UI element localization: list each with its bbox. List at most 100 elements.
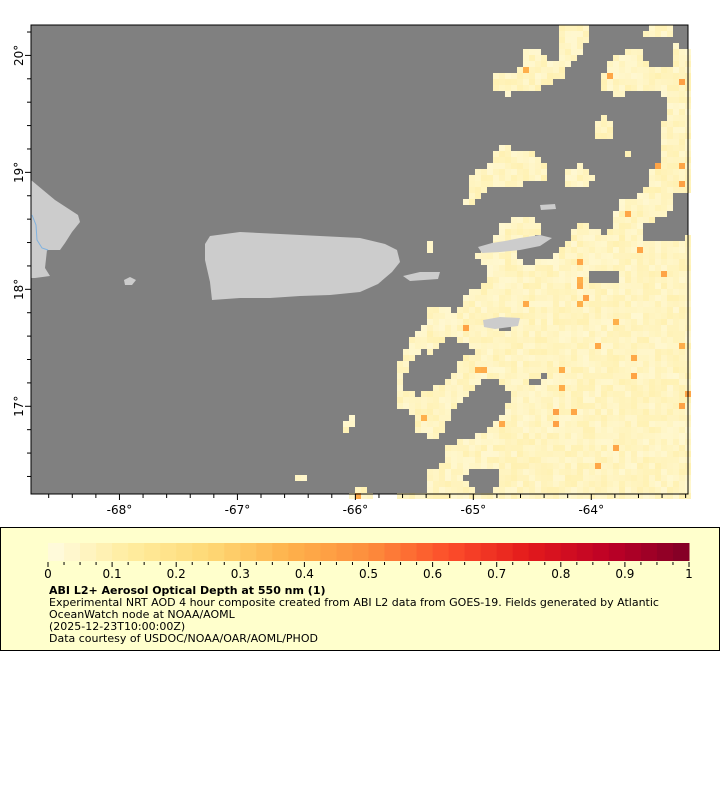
aod-cell [583,367,589,373]
aod-cell [571,487,577,493]
aod-cell [553,265,559,271]
aod-cell [667,277,673,283]
aod-cell [637,481,643,487]
x-tick-label: -65° [461,503,487,517]
aod-cell [463,313,469,319]
aod-cell [427,313,433,319]
aod-cell [517,433,523,439]
aod-cell [415,493,421,499]
aod-cell [649,421,655,427]
aod-cell [595,487,601,493]
aod-cell [643,307,649,313]
aod-cell [535,319,541,325]
aod-cell [607,241,613,247]
aod-cell [679,331,685,337]
aod-cell [541,79,547,85]
aod-cell [493,271,499,277]
aod-cell [661,457,667,463]
aod-cell [625,259,631,265]
aod-cell [637,349,643,355]
aod-cell [481,337,487,343]
aod-cell [529,67,535,73]
aod-cell [673,487,679,493]
aod-cell [643,349,649,355]
aod-cell [529,319,535,325]
aod-cell [415,397,421,403]
aod-cell [451,325,457,331]
aod-cell [445,481,451,487]
aod-cell [655,277,661,283]
aod-cell [571,337,577,343]
aod-cell [625,469,631,475]
aod-cell [439,469,445,475]
aod-cell [517,301,523,307]
aod-cell [523,463,529,469]
aod-cell [577,253,583,259]
aod-cell [511,259,517,265]
aod-cell [667,403,673,409]
aod-cell [661,79,667,85]
aod-cell [469,487,475,493]
aod-cell [583,373,589,379]
aod-cell [427,427,433,433]
aod-cell [619,229,625,235]
aod-cell [667,175,673,181]
aod-cell [523,229,529,235]
aod-cell [625,385,631,391]
aod-cell [427,319,433,325]
aod-cell [625,439,631,445]
aod-cell [625,337,631,343]
aod-cell [553,493,559,499]
aod-cell [445,475,451,481]
aod-cell [607,79,613,85]
aod-cell [469,319,475,325]
aod-cell [541,277,547,283]
aod-cell [463,385,469,391]
aod-cell [583,223,589,229]
aod-cell [445,493,451,499]
aod-cell [673,463,679,469]
aod-cell [517,307,523,313]
aod-cell [601,301,607,307]
aod-cell [475,175,481,181]
aod-cell [517,163,523,169]
aod-cell [649,469,655,475]
aod-cell [553,487,559,493]
aod-cell [511,253,517,259]
aod-cell [493,331,499,337]
aod-cell [517,457,523,463]
aod-cell [643,61,649,67]
aod-cell [589,463,595,469]
aod-cell [511,313,517,319]
aod-cell [601,445,607,451]
aod-cell [583,343,589,349]
aod-cell [601,463,607,469]
aod-cell [487,313,493,319]
aod-cell [613,73,619,79]
aod-cell [499,163,505,169]
aod-cell [487,181,493,187]
aod-cell [517,409,523,415]
aod-cell [565,271,571,277]
aod-cell [493,373,499,379]
aod-cell [505,367,511,373]
aod-cell [613,457,619,463]
legend-credit: Data courtesy of USDOC/NOAA/OAR/AOML/PHO… [49,632,318,645]
aod-cell [607,457,613,463]
aod-cell [583,229,589,235]
aod-cell [469,337,475,343]
aod-cell [565,319,571,325]
aod-cell [505,73,511,79]
aod-cell [547,427,553,433]
aod-cell [589,493,595,499]
aod-cell [439,487,445,493]
aod-cell [613,85,619,91]
aod-cell [667,415,673,421]
aod-cell [619,277,625,283]
aod-cell [535,415,541,421]
aod-cell [553,343,559,349]
aod-cell [643,463,649,469]
aod-cell [595,319,601,325]
aod-cell [511,355,517,361]
aod-cell [535,295,541,301]
